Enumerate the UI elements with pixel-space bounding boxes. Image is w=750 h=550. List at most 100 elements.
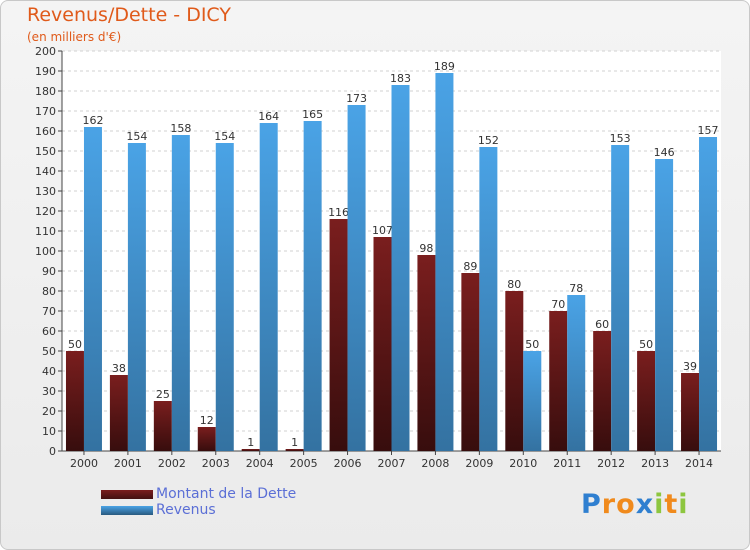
x-tick-label: 2000 [70,457,98,470]
data-label: 38 [112,362,126,375]
y-tick-label: 190 [35,65,56,78]
data-label: 39 [683,360,697,373]
data-label: 50 [525,338,539,351]
logo-letter: o [616,489,636,520]
bar-revenus [523,351,542,451]
y-tick-label: 60 [42,325,56,338]
data-label: 1 [247,436,254,449]
y-tick-label: 20 [42,405,56,418]
x-tick-label: 2003 [202,457,230,470]
data-label: 153 [610,132,631,145]
data-label: 70 [551,298,565,311]
legend-swatch-dette [101,490,153,499]
x-tick-label: 2013 [641,457,669,470]
bar-dette [461,273,480,451]
y-tick-label: 0 [49,445,56,458]
data-label: 116 [328,206,349,219]
y-tick-label: 80 [42,285,56,298]
bar-dette [593,331,612,451]
data-label: 25 [156,388,170,401]
y-tick-label: 170 [35,105,56,118]
bar-dette [373,237,392,451]
data-label: 50 [639,338,653,351]
proxiti-logo: Proxiti [581,489,689,520]
logo-letter: x [635,489,655,520]
x-tick-label: 2009 [465,457,493,470]
data-label: 173 [346,92,367,105]
bar-revenus [567,295,586,451]
bar-revenus [171,135,190,451]
y-tick-label: 30 [42,385,56,398]
x-tick-label: 2011 [553,457,581,470]
x-tick-label: 2005 [290,457,318,470]
chart-title: Revenus/Dette - DICY [27,4,231,26]
bar-revenus [215,143,234,451]
y-tick-label: 100 [35,245,56,258]
bar-dette [505,291,524,451]
data-label: 158 [170,122,191,135]
bar-dette [549,311,568,451]
data-label: 165 [302,108,323,121]
bar-dette [241,449,260,451]
bar-revenus [479,147,498,451]
data-label: 152 [478,134,499,147]
bar-dette [637,351,656,451]
x-tick-label: 2007 [378,457,406,470]
x-tick-label: 2008 [421,457,449,470]
y-tick-label: 150 [35,145,56,158]
bar-dette [197,427,216,451]
data-label: 189 [434,60,455,73]
bar-revenus [127,143,146,451]
data-label: 154 [214,130,235,143]
bar-dette [65,351,84,451]
data-label: 146 [654,146,675,159]
data-label: 183 [390,72,411,85]
bar-revenus [347,105,366,451]
y-tick-label: 70 [42,305,56,318]
y-tick-label: 90 [42,265,56,278]
bar-dette [681,373,700,451]
data-label: 154 [126,130,147,143]
x-tick-label: 2012 [597,457,625,470]
data-label: 12 [200,414,214,427]
bar-revenus [391,85,410,451]
bar-revenus [699,137,718,451]
bar-revenus [611,145,630,451]
bar-revenus [259,123,278,451]
x-tick-label: 2014 [685,457,713,470]
bar-dette [153,401,172,451]
x-tick-label: 2002 [158,457,186,470]
y-tick-label: 200 [35,45,56,58]
y-tick-label: 130 [35,185,56,198]
logo-letter: i [654,489,665,520]
y-tick-label: 120 [35,205,56,218]
data-label: 162 [82,114,103,127]
bar-dette [417,255,436,451]
bar-revenus [435,73,454,451]
legend-swatch-revenus [101,506,153,515]
data-label: 80 [507,278,521,291]
logo-letter: t [664,489,679,520]
y-tick-label: 110 [35,225,56,238]
bar-revenus [83,127,102,451]
logo-letter: i [678,489,689,520]
y-tick-label: 180 [35,85,56,98]
legend-label-dette: Montant de la Dette [156,486,297,502]
y-tick-label: 160 [35,125,56,138]
bar-revenus [303,121,322,451]
logo-letter: r [601,489,617,520]
y-tick-label: 40 [42,365,56,378]
data-label: 1 [291,436,298,449]
data-label: 98 [419,242,433,255]
bar-dette [329,219,348,451]
bar-revenus [655,159,674,451]
data-label: 107 [372,224,393,237]
y-tick-label: 140 [35,165,56,178]
logo-letter: P [581,489,602,520]
data-label: 164 [258,110,279,123]
x-tick-label: 2004 [246,457,274,470]
data-label: 78 [569,282,583,295]
x-tick-label: 2001 [114,457,142,470]
